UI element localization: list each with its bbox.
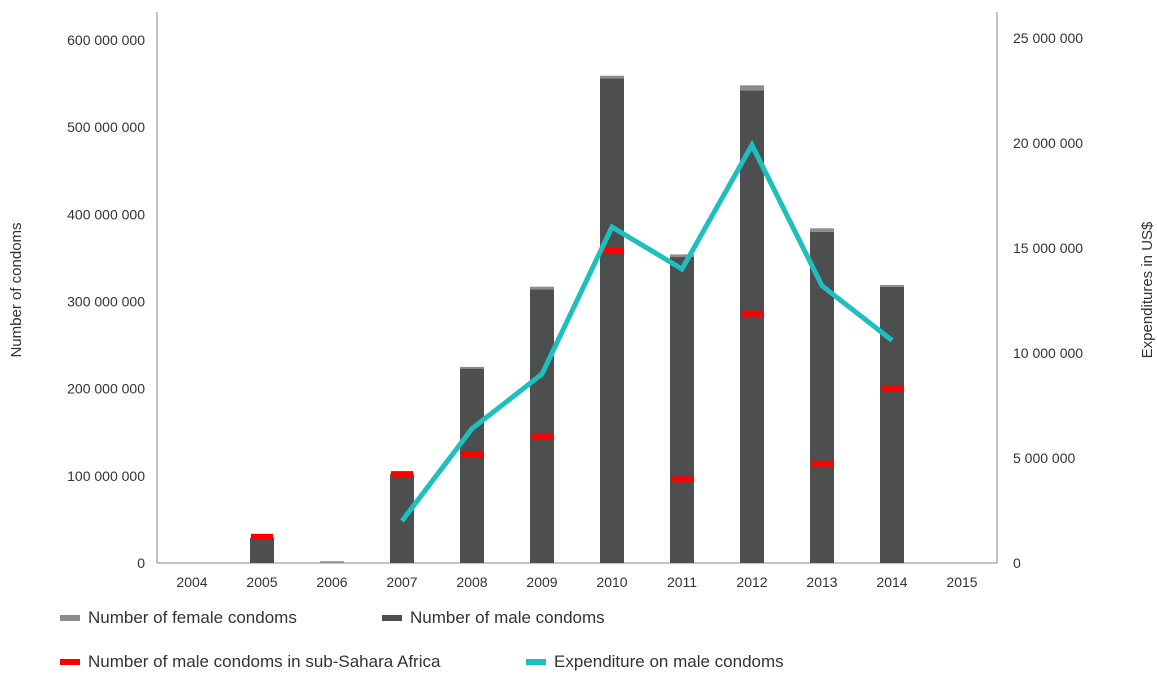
ssa-marker-2011: [671, 476, 693, 483]
x-tick-2006: 2006: [316, 574, 347, 590]
legend-swatch-female: [60, 615, 80, 621]
axes: [156, 12, 998, 564]
tick-labels: 2004 2005 2006 2007 2008 2009 2010 2011 2012 2013…: [67, 30, 1083, 590]
y2-tick-0: 0: [1013, 555, 1021, 571]
bar-male-2011: [670, 257, 694, 563]
bar-male-2012: [740, 90, 764, 563]
ssa-marker-2013: [811, 460, 833, 467]
ssa-markers: [251, 247, 903, 540]
x-tick-2005: 2005: [246, 574, 277, 590]
legend-item-expenditure: Expenditure on male condoms: [526, 652, 784, 672]
x-tick-2010: 2010: [596, 574, 627, 590]
ssa-marker-2007: [391, 471, 413, 478]
ssa-marker-2010: [601, 247, 623, 254]
bar-male-2008: [460, 368, 484, 563]
bar-female-2008: [460, 366, 484, 369]
legend-label-expenditure: Expenditure on male condoms: [554, 652, 784, 671]
y-tick-1: 100 000 000: [67, 468, 145, 484]
bars: [250, 75, 904, 564]
bar-female-2011: [670, 254, 694, 258]
y2-tick-3: 15 000 000: [1013, 240, 1083, 256]
y-tick-3: 300 000 000: [67, 294, 145, 310]
y-axis-title: Number of condoms: [8, 222, 25, 357]
x-tick-2007: 2007: [386, 574, 417, 590]
y2-tick-4: 20 000 000: [1013, 135, 1083, 151]
ssa-marker-2012: [741, 310, 763, 317]
legend-swatch-ssa: [60, 659, 80, 665]
bar-female-2010: [600, 75, 624, 79]
y2-tick-2: 10 000 000: [1013, 345, 1083, 361]
legend-label-female: Number of female condoms: [88, 608, 297, 627]
y2-tick-5: 25 000 000: [1013, 30, 1083, 46]
y-tick-2: 200 000 000: [67, 381, 145, 397]
ssa-marker-2009: [531, 433, 553, 440]
condom-chart: 2004 2005 2006 2007 2008 2009 2010 2011 2012 2013…: [8, 12, 1156, 590]
bar-female-2012: [740, 85, 764, 91]
bar-male-2010: [600, 78, 624, 563]
bar-female-2006: [320, 561, 344, 564]
x-tick-2014: 2014: [876, 574, 907, 590]
legend-label-ssa: Number of male condoms in sub-Sahara Afr…: [88, 652, 441, 671]
bar-male-2005: [250, 537, 274, 563]
x-tick-2015: 2015: [946, 574, 977, 590]
legend-item-ssa: Number of male condoms in sub-Sahara Afr…: [60, 652, 440, 672]
bar-male-2014: [880, 286, 904, 563]
ssa-marker-2008: [461, 451, 483, 458]
expenditure-line-group: [400, 139, 894, 523]
y-tick-6: 600 000 000: [67, 32, 145, 48]
ssa-marker-2014: [881, 385, 903, 392]
legend-swatch-expenditure: [526, 659, 546, 665]
x-tick-2009: 2009: [526, 574, 557, 590]
legend-item-female: Number of female condoms: [60, 608, 297, 628]
legend-swatch-male: [382, 615, 402, 621]
bar-female-2013: [810, 228, 834, 232]
expenditure-line: [400, 139, 894, 523]
bar-female-2014: [880, 284, 904, 287]
x-tick-2004: 2004: [176, 574, 207, 590]
y2-axis-title: Expenditures in US$: [1139, 221, 1156, 358]
y-tick-4: 400 000 000: [67, 206, 145, 222]
legend-item-male: Number of male condoms: [382, 608, 605, 628]
x-tick-2013: 2013: [806, 574, 837, 590]
legend-label-male: Number of male condoms: [410, 608, 605, 627]
bar-female-2009: [530, 286, 554, 290]
x-tick-2008: 2008: [456, 574, 487, 590]
y2-tick-1: 5 000 000: [1013, 450, 1075, 466]
y-tick-0: 0: [137, 555, 145, 571]
x-tick-2012: 2012: [736, 574, 767, 590]
y-tick-5: 500 000 000: [67, 119, 145, 135]
ssa-marker-2005: [251, 533, 273, 540]
bar-male-2009: [530, 289, 554, 563]
x-tick-2011: 2011: [667, 574, 697, 590]
